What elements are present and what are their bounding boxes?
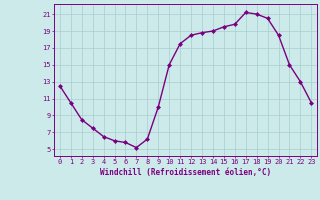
X-axis label: Windchill (Refroidissement éolien,°C): Windchill (Refroidissement éolien,°C) (100, 168, 271, 177)
